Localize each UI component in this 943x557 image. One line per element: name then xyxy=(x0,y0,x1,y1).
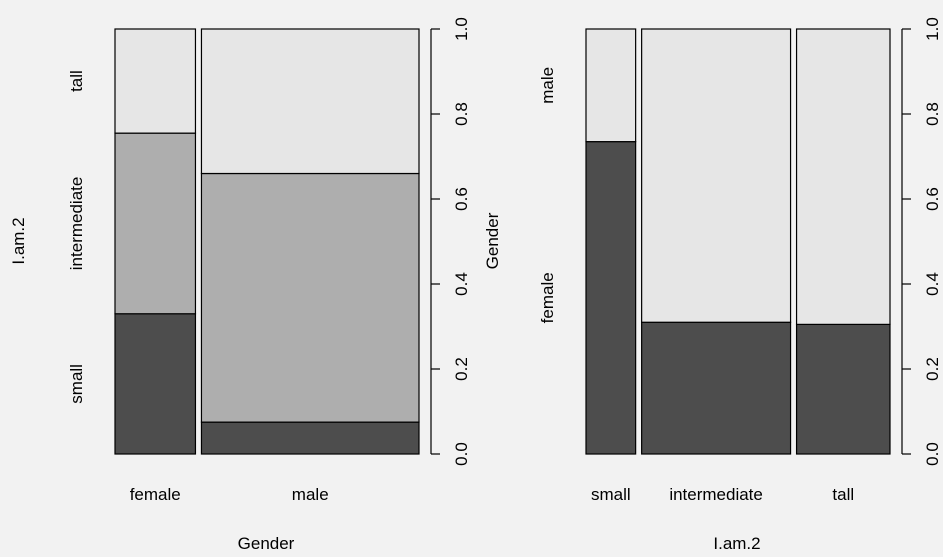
bar-segment-male-tall xyxy=(200,28,420,175)
x-category-labels: female male xyxy=(130,485,329,504)
right-axis-tick-label: 0.0 xyxy=(452,442,471,466)
gender-spineplot-bars xyxy=(114,28,420,455)
y-level-label-small: small xyxy=(67,364,86,404)
x-tick-label-tall: tall xyxy=(832,485,854,504)
y-level-labels: female male xyxy=(538,67,557,323)
x-axis-title: I.am.2 xyxy=(713,534,760,553)
right-axis-tick-label: 0.8 xyxy=(923,102,942,126)
right-probability-axis: 0.0 0.2 0.4 0.6 0.8 1.0 xyxy=(901,17,942,466)
x-axis-title: Gender xyxy=(238,534,295,553)
x-tick-label-intermediate: intermediate xyxy=(669,485,763,504)
bar-segment-female-intermediate xyxy=(114,132,197,315)
bar-segment-small-female xyxy=(585,141,637,455)
bar-segment-tall-female xyxy=(795,323,891,455)
right-axis-tick-label: 0.6 xyxy=(923,187,942,211)
right-axis-tick-label: 0.0 xyxy=(923,442,942,466)
y-axis-title: I.am.2 xyxy=(9,217,28,264)
right-axis-tick-label: 0.8 xyxy=(452,102,471,126)
x-tick-label-small: small xyxy=(591,485,631,504)
bar-segment-intermediate-male xyxy=(641,28,792,323)
right-axis-tick-label: 0.2 xyxy=(923,357,942,381)
height-spineplot-panel: 0.0 0.2 0.4 0.6 0.8 1.0 small intermediate tall… xyxy=(538,17,942,553)
bar-segment-intermediate-female xyxy=(641,321,792,455)
bar-segment-male-intermediate xyxy=(200,172,420,423)
right-axis-tick-label: 1.0 xyxy=(452,17,471,41)
right-axis-title: Gender xyxy=(483,212,502,269)
y-level-label-female: female xyxy=(538,272,557,323)
right-axis-tick-label: 0.6 xyxy=(452,187,471,211)
x-category-labels: small intermediate tall xyxy=(591,485,854,504)
bar-segment-tall-male xyxy=(795,28,891,325)
y-level-label-tall: tall xyxy=(67,70,86,92)
y-level-labels: small intermediate tall xyxy=(67,70,86,404)
right-axis-tick-label: 0.4 xyxy=(452,272,471,296)
y-level-label-male: male xyxy=(538,67,557,104)
y-level-label-intermediate: intermediate xyxy=(67,177,86,271)
right-axis-tick-label: 0.4 xyxy=(923,272,942,296)
x-tick-label-female: female xyxy=(130,485,181,504)
right-probability-axis: 0.0 0.2 0.4 0.6 0.8 1.0 xyxy=(430,17,471,466)
height-spineplot-bars xyxy=(585,28,891,455)
bar-segment-small-male xyxy=(585,28,637,143)
right-axis-tick-label: 0.2 xyxy=(452,357,471,381)
x-tick-label-male: male xyxy=(292,485,329,504)
bar-segment-male-small xyxy=(200,421,420,455)
bar-segment-female-tall xyxy=(114,28,197,134)
right-axis-tick-label: 1.0 xyxy=(923,17,942,41)
gender-spineplot-panel: 0.0 0.2 0.4 0.6 0.8 1.0 female male small inter… xyxy=(9,17,502,553)
bar-segment-female-small xyxy=(114,313,197,455)
